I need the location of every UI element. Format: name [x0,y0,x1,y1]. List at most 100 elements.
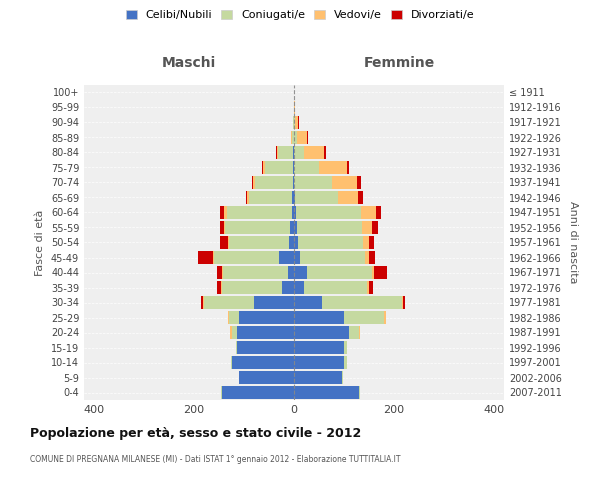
Bar [294,252,300,264]
Bar [221,386,294,398]
Bar [358,192,362,203]
Bar [239,372,294,384]
Bar [253,176,255,188]
Bar [294,312,344,324]
Bar [263,162,265,173]
Bar [304,282,367,294]
Bar [223,266,288,278]
Bar [349,326,359,338]
Bar [363,236,369,248]
Bar [294,206,296,218]
Bar [288,266,294,278]
Bar [227,236,229,248]
Bar [277,146,278,158]
Bar [293,146,294,158]
Bar [296,206,361,218]
Bar [359,326,360,338]
Bar [294,116,295,128]
Bar [201,296,203,308]
Bar [331,176,356,188]
Bar [307,132,308,143]
Bar [294,296,322,308]
Text: Femmine: Femmine [364,56,434,70]
Bar [204,296,254,308]
Bar [384,312,386,324]
Bar [294,162,319,173]
Bar [337,192,358,203]
Bar [232,356,294,368]
Bar [197,252,212,264]
Bar [227,206,292,218]
Bar [220,236,227,248]
Bar [281,282,294,294]
Bar [319,162,347,173]
Bar [294,356,344,368]
Bar [371,222,377,234]
Bar [369,236,374,248]
Bar [294,386,359,398]
Bar [361,206,376,218]
Bar [212,252,214,264]
Bar [232,326,236,338]
Bar [245,192,247,203]
Bar [356,176,361,188]
Bar [347,162,349,173]
Bar [235,342,236,353]
Bar [289,236,294,248]
Bar [376,206,380,218]
Bar [294,266,307,278]
Bar [223,222,225,234]
Bar [249,192,292,203]
Bar [365,252,369,264]
Bar [361,222,371,234]
Bar [294,372,341,384]
Bar [294,342,344,353]
Bar [294,222,296,234]
Y-axis label: Anni di nascita: Anni di nascita [568,201,578,284]
Bar [276,146,277,158]
Bar [290,222,294,234]
Bar [344,342,347,353]
Bar [236,342,294,353]
Bar [221,282,281,294]
Bar [239,312,294,324]
Bar [293,116,294,128]
Bar [292,132,294,143]
Bar [371,266,374,278]
Legend: Celibi/Nubili, Coniugati/e, Vedovi/e, Divorziati/e: Celibi/Nubili, Coniugati/e, Vedovi/e, Di… [121,6,479,25]
Bar [230,356,232,368]
Bar [292,192,294,203]
Bar [293,162,294,173]
Bar [229,236,289,248]
Bar [236,326,294,338]
Bar [294,282,304,294]
Bar [294,236,298,248]
Bar [401,296,403,308]
Bar [294,146,304,158]
Bar [324,146,325,158]
Bar [298,236,363,248]
Bar [295,192,337,203]
Bar [300,252,365,264]
Bar [255,176,293,188]
Bar [294,326,349,338]
Bar [344,356,347,368]
Text: Popolazione per età, sesso e stato civile - 2012: Popolazione per età, sesso e stato civil… [30,428,361,440]
Bar [322,296,401,308]
Bar [230,326,232,338]
Bar [294,176,331,188]
Bar [229,312,239,324]
Bar [225,222,290,234]
Bar [247,192,249,203]
Bar [374,266,386,278]
Bar [217,282,221,294]
Bar [220,206,224,218]
Bar [265,162,293,173]
Bar [251,176,253,188]
Y-axis label: Fasce di età: Fasce di età [35,210,45,276]
Bar [369,282,373,294]
Bar [296,222,361,234]
Bar [295,116,298,128]
Bar [278,146,293,158]
Bar [293,176,294,188]
